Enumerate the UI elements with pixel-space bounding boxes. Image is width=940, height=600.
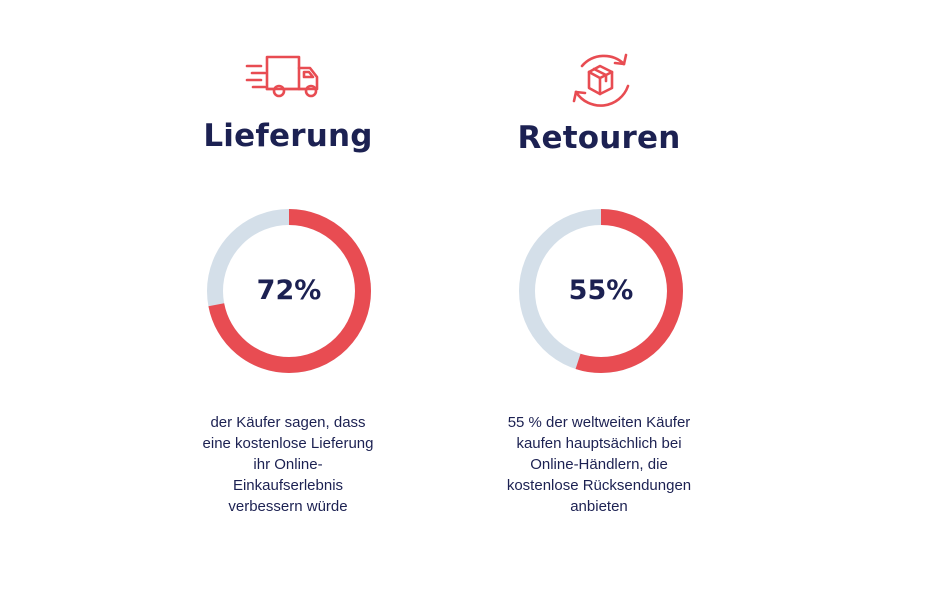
caption-line: ihr Online- xyxy=(253,456,323,473)
donut-arc-value xyxy=(519,209,683,373)
donut-chart-returns: 55% xyxy=(516,206,686,376)
caption-line: Online-Händlern, die xyxy=(530,456,668,473)
caption-returns: 55 % der weltweiten Käufer kaufen haupts… xyxy=(469,412,729,517)
return-box-icon xyxy=(554,44,644,114)
caption-line: eine kostenlose Lieferung xyxy=(202,435,374,452)
chart-title-returns: Retouren xyxy=(517,120,681,156)
caption-delivery: der Käufer sagen, dass eine kostenlose L… xyxy=(158,412,418,517)
caption-line: 55 % der weltweiten Käufer xyxy=(507,414,691,431)
caption-line: kaufen hauptsächlich bei xyxy=(516,435,682,452)
percentage-label: 55% xyxy=(568,275,634,306)
stat-column-delivery: Lieferung 72% der Käufer sagen, dass ein… xyxy=(158,0,418,600)
donut-chart-delivery: 72% xyxy=(204,206,374,376)
delivery-truck-icon xyxy=(243,44,333,114)
caption-line: anbieten xyxy=(570,498,628,515)
caption-line: kostenlose Rücksendungen xyxy=(506,477,692,494)
caption-line: der Käufer sagen, dass xyxy=(210,414,366,431)
stat-column-returns: Retouren 55% 55 % der weltweiten Käufer … xyxy=(469,0,729,600)
caption-line: Einkaufserlebnis xyxy=(232,477,344,494)
chart-title-delivery: Lieferung xyxy=(203,118,373,154)
donut-arc-value xyxy=(207,209,371,373)
caption-line: verbessern würde xyxy=(228,498,348,515)
percentage-label: 72% xyxy=(256,275,322,306)
